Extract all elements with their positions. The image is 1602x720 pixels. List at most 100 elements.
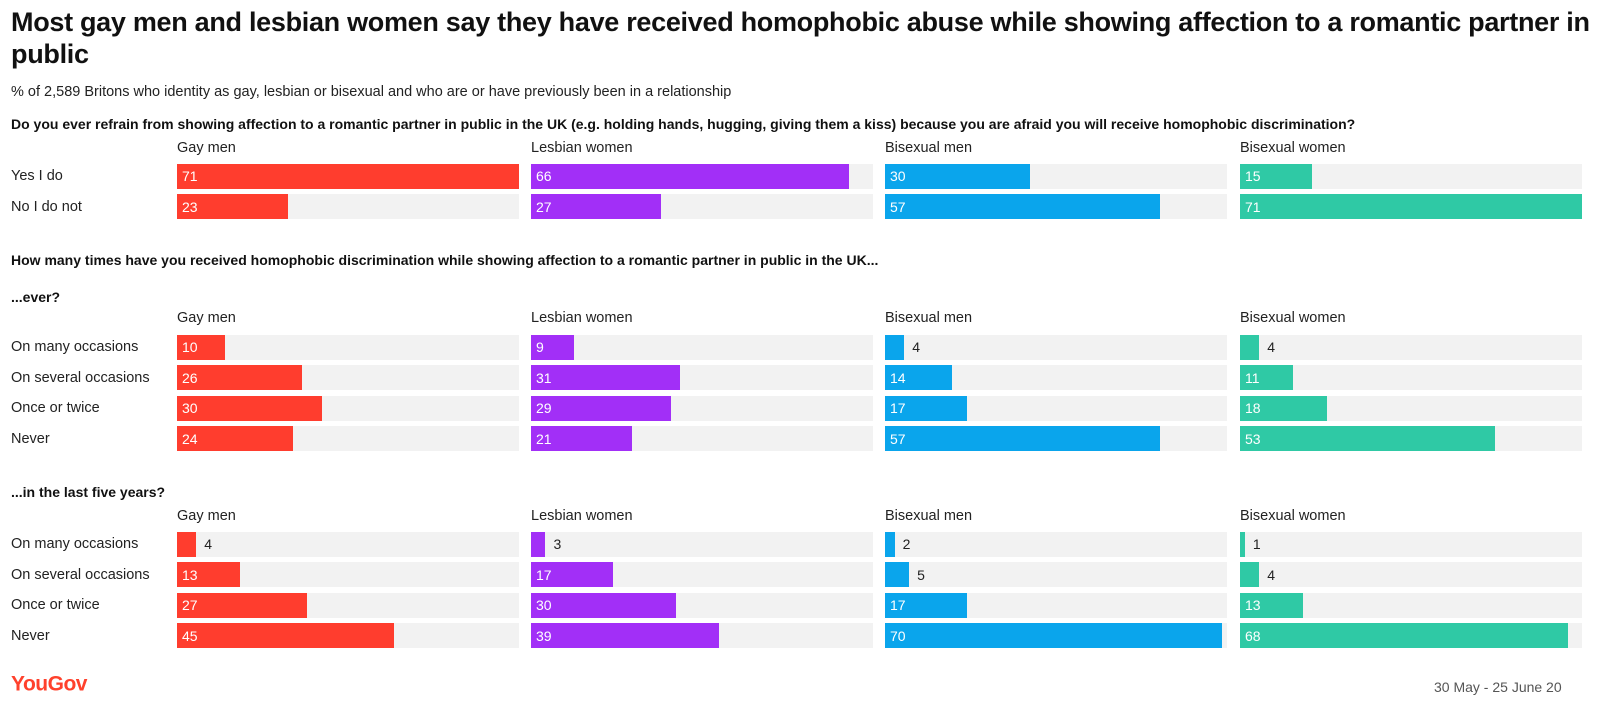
value-label: 30 (182, 400, 198, 416)
bar (1240, 334, 1260, 360)
panel-header: Bisexual men (885, 139, 973, 156)
bar (177, 365, 303, 390)
value-label: 13 (182, 566, 198, 583)
value-label: 45 (182, 627, 198, 644)
value-label: 2 (902, 536, 911, 552)
panel-header: Bisexual women (1240, 309, 1346, 326)
category-label: On many occasions (11, 338, 139, 355)
bar-track (885, 562, 1227, 587)
value-label: 1 (1252, 536, 1261, 552)
panel-header: Gay men (177, 507, 236, 524)
bar (531, 562, 613, 587)
bar (885, 592, 967, 618)
value-label: 24 (182, 430, 198, 447)
bar (531, 365, 681, 390)
bar (1240, 194, 1582, 219)
category-label: On several occasions (11, 369, 150, 386)
bar (177, 163, 519, 189)
bar (177, 592, 308, 618)
bar (1240, 623, 1568, 648)
bar-track (1240, 334, 1582, 360)
value-label: 57 (890, 198, 906, 215)
panel-header: Gay men (177, 309, 236, 326)
category-label: On several occasions (11, 566, 150, 583)
value-label: 30 (536, 597, 552, 613)
bar-track (885, 334, 1227, 360)
value-label: 17 (536, 566, 552, 583)
bar-track (885, 531, 1227, 557)
bar (885, 365, 953, 390)
panel-header: Bisexual men (885, 309, 973, 326)
value-label: 39 (536, 627, 552, 644)
value-label: 68 (1245, 627, 1261, 644)
value-label: 18 (1245, 400, 1261, 416)
bar (531, 194, 662, 219)
bar (177, 623, 394, 648)
bar (177, 194, 288, 219)
value-label: 29 (536, 400, 552, 416)
value-label: 26 (182, 369, 198, 386)
bar-track (531, 334, 873, 360)
bar (531, 426, 633, 451)
value-label: 14 (890, 369, 906, 386)
value-label: 31 (536, 369, 552, 386)
bar (177, 426, 293, 451)
sub-question: ...in the last five years? (11, 484, 166, 500)
bar (1240, 395, 1327, 421)
bar (885, 163, 1030, 189)
value-label: 53 (1245, 430, 1261, 447)
value-label: 15 (1245, 168, 1261, 184)
category-label: Once or twice (11, 596, 100, 613)
bar (1240, 365, 1293, 390)
bar (177, 531, 197, 557)
category-label: Yes I do (11, 167, 63, 184)
question: How many times have you received homopho… (11, 252, 879, 268)
value-label: 27 (536, 198, 552, 215)
bar (177, 395, 322, 421)
bar (177, 334, 226, 360)
value-label: 13 (1245, 597, 1261, 613)
bar (1240, 163, 1313, 189)
panel-header: Gay men (177, 139, 236, 156)
bar (531, 592, 676, 618)
bar (1240, 592, 1303, 618)
bar (531, 334, 575, 360)
value-label: 71 (1245, 198, 1261, 215)
value-label: 57 (890, 430, 906, 447)
bar (885, 334, 905, 360)
bar (531, 395, 671, 421)
bar (1240, 426, 1496, 451)
bar-track (177, 531, 519, 557)
category-label: Once or twice (11, 399, 100, 416)
value-label: 9 (536, 339, 544, 355)
bar (885, 395, 967, 421)
panel-header: Lesbian women (531, 507, 633, 524)
logo: YouGov (11, 672, 87, 696)
bar (885, 562, 910, 587)
bar (1240, 562, 1260, 587)
value-label: 4 (912, 339, 921, 355)
bar (885, 426, 1160, 451)
value-label: 4 (1267, 339, 1276, 355)
chart-title: Most gay men and lesbian women say they … (11, 7, 1590, 69)
value-label: 17 (890, 400, 906, 416)
bar (885, 194, 1160, 219)
value-label: 27 (182, 597, 198, 613)
value-label: 71 (182, 168, 198, 184)
bar (885, 623, 1223, 648)
category-label: On many occasions (11, 535, 139, 552)
panel-header: Bisexual women (1240, 139, 1346, 156)
category-label: No I do not (11, 198, 82, 215)
category-label: Never (11, 627, 50, 644)
bar-track (1240, 531, 1582, 557)
bar (177, 562, 240, 587)
value-label: 17 (890, 597, 906, 613)
date-range: 30 May - 25 June 20 (1434, 679, 1562, 695)
panel-header: Bisexual men (885, 507, 973, 524)
bar (885, 531, 895, 557)
category-label: Never (11, 430, 50, 447)
value-label: 3 (553, 536, 562, 552)
sub-question: ...ever? (11, 289, 61, 305)
bar (1240, 531, 1245, 557)
